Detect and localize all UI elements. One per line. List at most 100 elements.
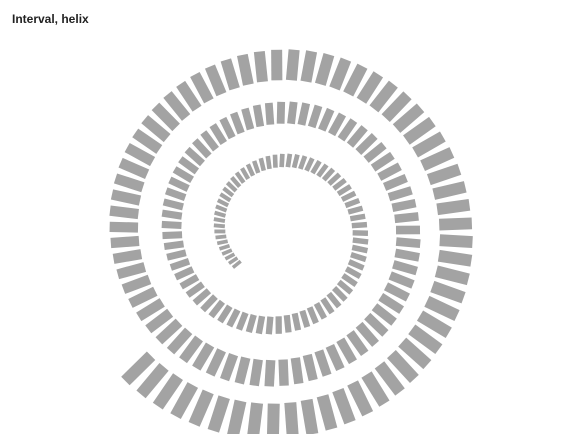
helix-bar	[166, 249, 187, 261]
helix-bar	[285, 49, 300, 81]
helix-bar	[216, 239, 229, 246]
helix-bar	[346, 330, 369, 357]
helix-bar	[258, 157, 266, 172]
helix-bar	[438, 217, 473, 231]
helix-bar	[355, 133, 378, 155]
helix-bar	[209, 123, 227, 146]
helix-bar	[436, 199, 471, 216]
helix-bar	[430, 280, 466, 304]
helix-bar	[374, 361, 405, 396]
helix-bar	[151, 102, 180, 132]
helix-bar	[364, 312, 389, 337]
helix-bar	[356, 71, 384, 104]
helix-bar	[403, 116, 436, 145]
helix-bar	[291, 154, 300, 169]
helix-bar	[424, 295, 460, 321]
helix-bar	[161, 209, 183, 220]
helix-bar	[382, 174, 408, 191]
helix-bar	[313, 302, 327, 320]
helix-bar	[416, 310, 452, 338]
helix-bar	[316, 394, 338, 431]
helix-bar	[325, 343, 345, 372]
helix-bar	[336, 279, 354, 295]
helix-bar	[218, 244, 231, 251]
helix-bar	[370, 151, 395, 172]
helix-bar	[344, 266, 362, 280]
helix-bar	[328, 112, 347, 137]
helix-bar	[184, 146, 205, 167]
helix-bar	[245, 163, 256, 177]
helix-bar	[136, 363, 169, 399]
helix-bar	[110, 235, 140, 249]
helix-bar	[290, 357, 304, 385]
helix-bar	[408, 324, 443, 355]
helix-bar	[278, 359, 289, 386]
helix-bar	[118, 157, 150, 180]
helix-bar	[383, 282, 410, 302]
helix-bar	[388, 271, 415, 289]
helix-bar	[299, 309, 311, 328]
helix-bar	[340, 190, 357, 202]
helix-bar	[227, 399, 247, 434]
helix-bar	[249, 358, 263, 387]
helix-bar	[361, 371, 390, 407]
helix-bar	[162, 231, 183, 240]
helix-bar	[355, 321, 379, 347]
helix-bar	[247, 402, 264, 434]
helix-bar	[109, 205, 139, 220]
helix-bar	[378, 293, 405, 314]
helix-bar	[276, 101, 286, 124]
helix-bar	[432, 181, 467, 200]
helix-bar	[341, 273, 358, 288]
helix-bar	[298, 155, 308, 170]
helix-bar	[170, 382, 199, 420]
helix-bar	[439, 234, 473, 248]
helix-bar	[169, 258, 191, 271]
helix-bar	[230, 111, 245, 135]
helix-bar	[141, 115, 171, 143]
helix-bar	[316, 163, 329, 178]
helix-bar	[110, 189, 142, 206]
helix-bar	[426, 163, 462, 186]
helix-bar	[113, 173, 145, 193]
helix-bar	[349, 213, 366, 222]
helix-bar	[371, 303, 397, 326]
helix-bar	[302, 353, 318, 382]
chart-title: Interval, helix	[12, 12, 89, 26]
helix-bar	[121, 274, 152, 294]
helix-bar	[215, 234, 227, 240]
helix-bar	[300, 398, 319, 434]
helix-bar	[174, 266, 195, 281]
helix-bar	[221, 248, 233, 256]
helix-bar	[188, 389, 214, 427]
helix-bar	[121, 351, 156, 386]
helix-bar	[394, 248, 420, 262]
helix-bar	[178, 156, 200, 175]
helix-bar	[215, 204, 228, 213]
helix-bar	[172, 166, 194, 183]
helix-bar	[347, 205, 364, 215]
helix-bar	[213, 223, 226, 229]
helix-bar	[240, 167, 251, 181]
helix-bar	[227, 256, 239, 265]
helix-bar	[352, 237, 369, 245]
helix-bar	[310, 159, 322, 175]
helix-bar	[264, 102, 275, 125]
helix-bar	[192, 138, 212, 159]
helix-bar	[287, 101, 298, 125]
helix-bar	[314, 53, 335, 86]
helix-bar	[145, 308, 174, 334]
helix-bar	[219, 192, 232, 203]
helix-bar	[321, 167, 336, 182]
helix-bar	[329, 57, 352, 91]
bar-group	[109, 49, 473, 434]
helix-bar	[306, 306, 319, 325]
helix-bar	[285, 153, 293, 168]
helix-bar	[267, 403, 280, 434]
helix-bar	[394, 212, 419, 224]
helix-bar	[347, 380, 374, 417]
helix-bar	[219, 116, 236, 140]
helix-bar	[185, 281, 205, 298]
helix-bar	[163, 91, 191, 121]
helix-bar	[337, 118, 358, 142]
